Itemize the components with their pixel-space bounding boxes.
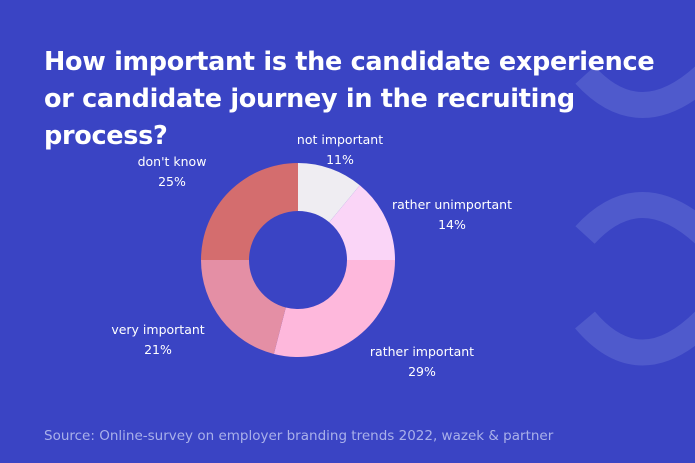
slice-label: don't know 25% — [138, 152, 207, 192]
slice-rather-unimportant — [329, 185, 395, 260]
slice-label-value: 21% — [144, 342, 172, 357]
slice-label-name: don't know — [137, 154, 207, 169]
slice-label-value: 29% — [408, 364, 436, 379]
slice-label-value: 14% — [438, 217, 466, 232]
decor-arc-top — [575, 65, 695, 118]
slice-don-t-know — [201, 163, 298, 260]
slice-rather-important — [273, 260, 395, 357]
slice-label-name: rather important — [369, 344, 475, 359]
source-note: Source: Online-survey on employer brandi… — [44, 428, 554, 444]
decor-arc-bottom — [575, 311, 695, 366]
chart-title: How important is the candidate experienc… — [44, 47, 655, 151]
slice-label-value: 11% — [326, 152, 354, 167]
slice-label-name: very important — [111, 322, 205, 337]
slice-label-value: 25% — [158, 174, 186, 189]
slice-label-name: rather unimportant — [391, 197, 513, 212]
slice-label: not important 11% — [297, 130, 383, 170]
slice-label: rather unimportant 14% — [392, 195, 512, 235]
slice-label: rather important 29% — [370, 342, 474, 382]
slice-label-name: not important — [296, 132, 384, 147]
slice-not-important — [298, 163, 360, 223]
slice-label: very important 21% — [111, 320, 204, 360]
slice-very-important — [200, 260, 286, 354]
decor-arc-middle — [575, 192, 695, 245]
